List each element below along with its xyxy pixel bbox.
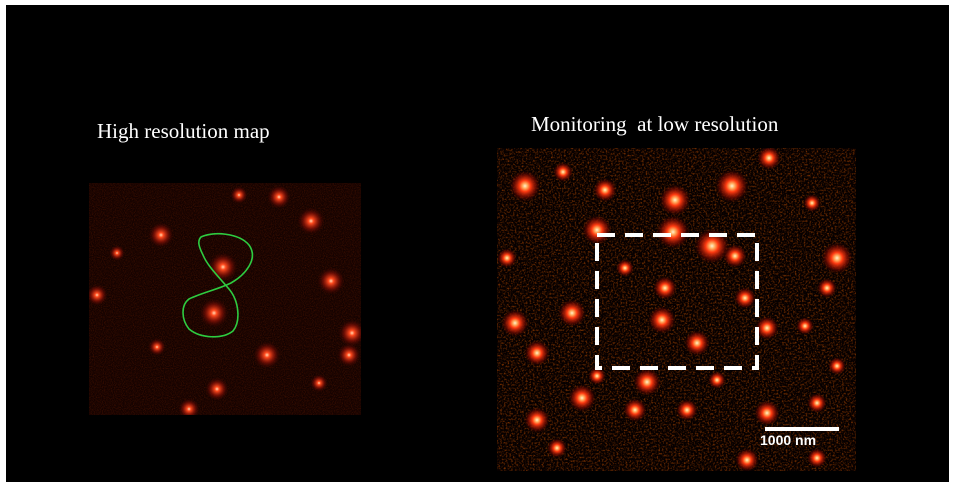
- figure-eight-outline: [182, 232, 254, 338]
- high-resolution-map-image: [89, 183, 361, 415]
- right-spots: [497, 148, 853, 471]
- left-spots: [89, 185, 361, 415]
- low-resolution-monitoring-image: [497, 148, 856, 471]
- left-panel-caption: High resolution map: [97, 119, 270, 143]
- right-panel-caption: Monitoring at low resolution: [531, 112, 779, 136]
- region-of-interest-box: [595, 233, 759, 370]
- scale-bar: [765, 427, 839, 431]
- figure-frame: High resolution map Monitoring at low re…: [6, 5, 949, 482]
- scale-bar-label: 1000 nm: [760, 432, 817, 448]
